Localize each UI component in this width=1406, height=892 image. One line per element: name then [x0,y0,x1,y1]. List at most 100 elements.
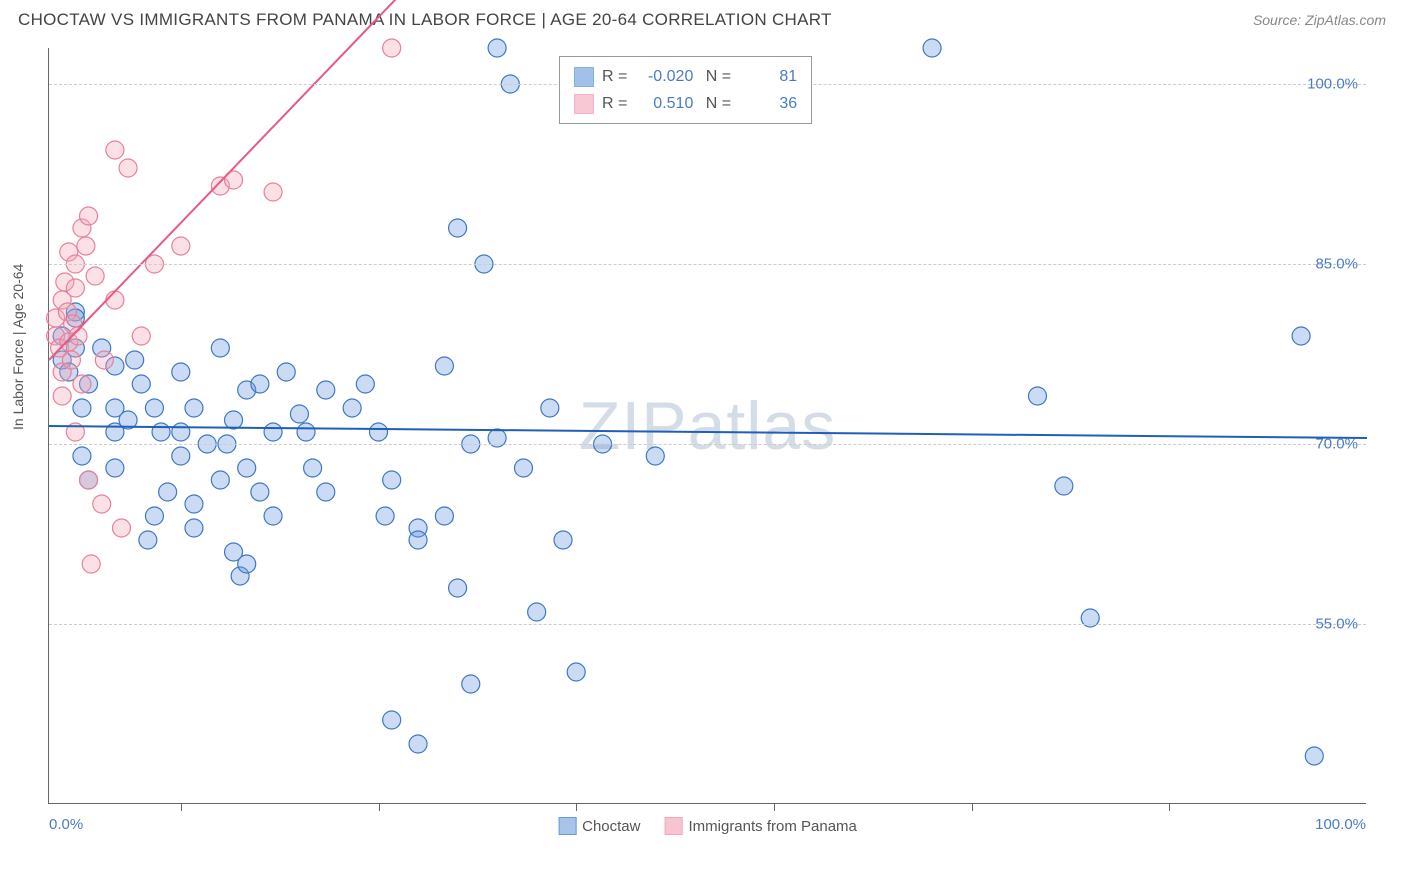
scatter-point [159,483,177,501]
scatter-point [383,39,401,57]
scatter-point [488,39,506,57]
scatter-point [449,219,467,237]
scatter-point [277,363,295,381]
scatter-point [567,663,585,681]
legend-item: Choctaw [558,817,640,835]
stats-n-label: N = [701,90,731,117]
stats-n-value-choctaw: 81 [739,63,797,90]
scatter-point [409,735,427,753]
scatter-point [152,423,170,441]
x-tick [972,803,973,811]
scatter-point [435,357,453,375]
scatter-point [211,339,229,357]
scatter-point [106,291,124,309]
x-tick [576,803,577,811]
stats-swatch-panama [574,94,594,114]
y-axis-label: In Labor Force | Age 20-64 [10,264,26,430]
scatter-point [172,363,190,381]
scatter-point [80,207,98,225]
scatter-point [172,237,190,255]
scatter-point [132,327,150,345]
stats-legend-box: R = -0.020 N = 81 R = 0.510 N = 36 [559,56,812,124]
scatter-svg [49,48,1366,803]
stats-swatch-choctaw [574,67,594,87]
gridline-h [49,444,1366,445]
scatter-point [238,459,256,477]
trend-line [49,426,1367,438]
scatter-point [264,507,282,525]
scatter-point [82,555,100,573]
x-axis-min-label: 0.0% [49,816,83,833]
x-tick [1169,803,1170,811]
y-tick-label: 70.0% [1315,436,1358,453]
scatter-point [145,507,163,525]
x-tick [181,803,182,811]
scatter-point [1029,387,1047,405]
scatter-point [119,159,137,177]
x-axis-max-label: 100.0% [1315,816,1366,833]
scatter-point [435,507,453,525]
stats-r-value-panama: 0.510 [635,90,693,117]
scatter-point [514,459,532,477]
scatter-point [62,351,80,369]
scatter-point [317,381,335,399]
scatter-point [376,507,394,525]
scatter-point [93,495,111,513]
x-tick [379,803,380,811]
scatter-point [304,459,322,477]
scatter-point [77,237,95,255]
chart-title: CHOCTAW VS IMMIGRANTS FROM PANAMA IN LAB… [18,10,832,30]
scatter-point [73,375,91,393]
scatter-point [86,267,104,285]
stats-n-label: N = [701,63,731,90]
scatter-point [66,279,84,297]
scatter-point [297,423,315,441]
source-attribution: Source: ZipAtlas.com [1253,12,1386,28]
scatter-point [528,603,546,621]
scatter-point [1305,747,1323,765]
scatter-point [923,39,941,57]
scatter-point [126,351,144,369]
scatter-point [139,531,157,549]
scatter-point [172,447,190,465]
scatter-point [106,459,124,477]
scatter-point [185,399,203,417]
scatter-point [95,351,113,369]
scatter-point [106,141,124,159]
scatter-point [264,183,282,201]
stats-r-label: R = [602,90,627,117]
scatter-point [225,411,243,429]
stats-row-choctaw: R = -0.020 N = 81 [574,63,797,90]
y-tick-label: 85.0% [1315,256,1358,273]
scatter-point [462,675,480,693]
gridline-h [49,264,1366,265]
stats-n-value-panama: 36 [739,90,797,117]
scatter-point [1292,327,1310,345]
scatter-point [317,483,335,501]
scatter-point [112,519,130,537]
scatter-point [238,555,256,573]
scatter-point [145,399,163,417]
scatter-point [132,375,150,393]
scatter-point [449,579,467,597]
y-tick-label: 55.0% [1315,616,1358,633]
legend-item: Immigrants from Panama [664,817,856,835]
scatter-point [251,375,269,393]
scatter-point [554,531,572,549]
stats-r-value-choctaw: -0.020 [635,63,693,90]
scatter-point [383,471,401,489]
scatter-point [211,471,229,489]
gridline-h [49,624,1366,625]
scatter-point [541,399,559,417]
scatter-point [264,423,282,441]
y-tick-label: 100.0% [1307,76,1358,93]
scatter-point [185,495,203,513]
legend-swatch [664,817,682,835]
bottom-legend: Choctaw Immigrants from Panama [558,817,857,835]
scatter-point [370,423,388,441]
scatter-point [80,471,98,489]
scatter-point [251,483,269,501]
scatter-point [383,711,401,729]
scatter-point [1055,477,1073,495]
scatter-point [646,447,664,465]
